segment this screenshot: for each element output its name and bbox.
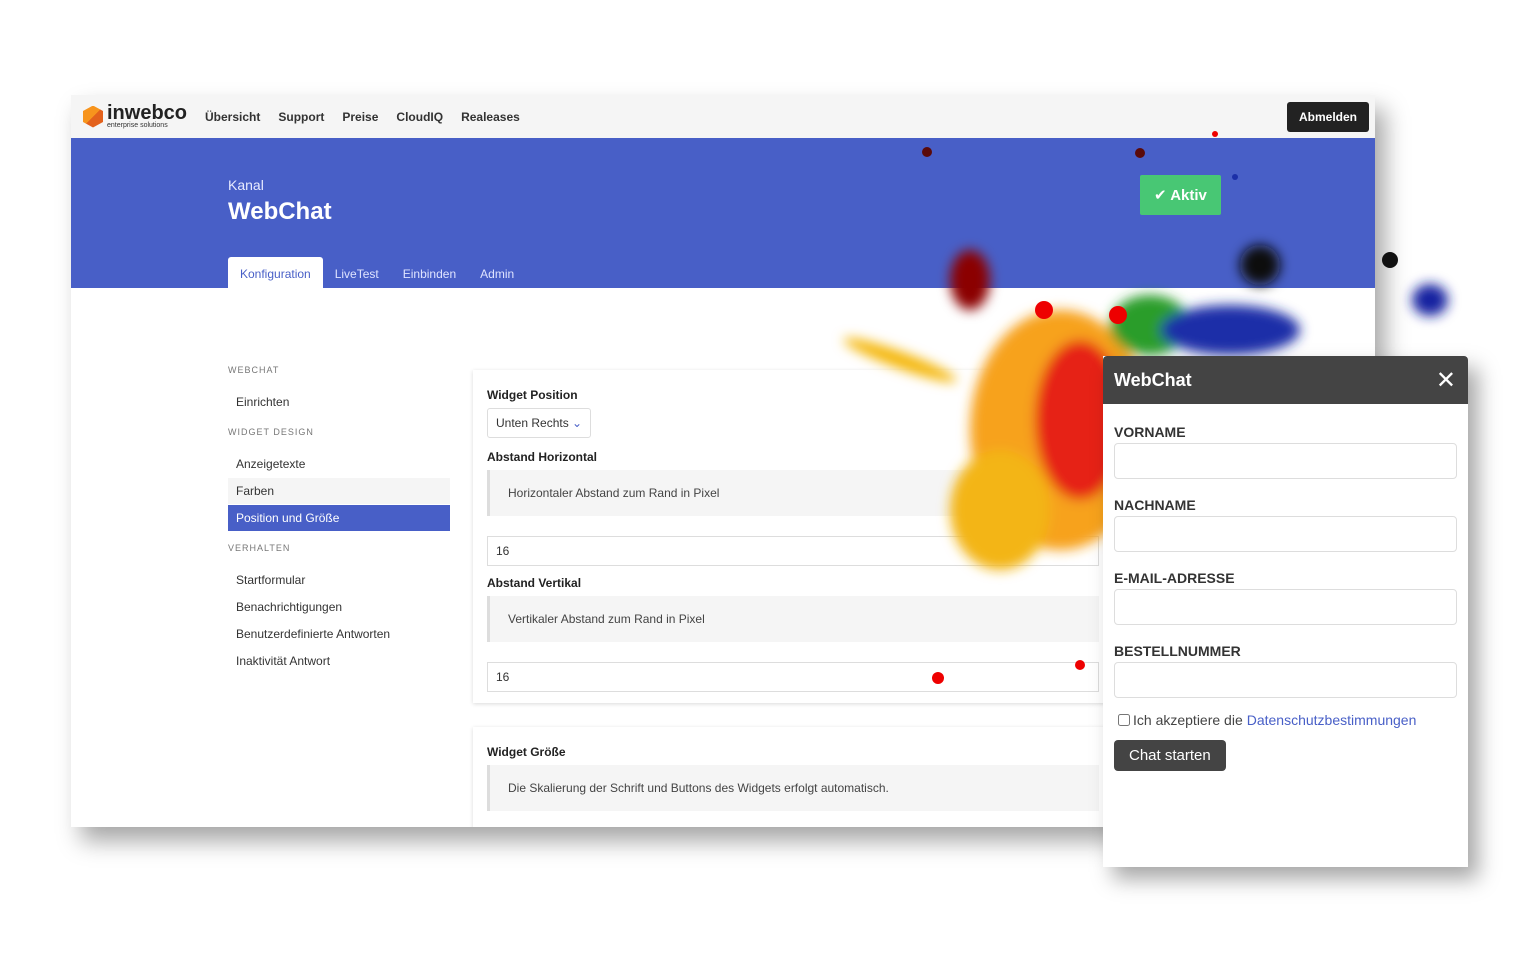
v-label: Abstand Vertikal xyxy=(487,576,582,590)
size-note: Die Skalierung der Schrift und Buttons d… xyxy=(487,765,1099,811)
sidebar-item-anzeigetexte[interactable]: Anzeigetexte xyxy=(236,457,306,471)
vorname-input[interactable] xyxy=(1114,443,1457,479)
logo-sub: enterprise solutions xyxy=(107,121,168,129)
tabs: Konfiguration LiveTest Einbinden Admin xyxy=(228,257,526,288)
sidebar-item-antworten[interactable]: Benutzerdefinierte Antworten xyxy=(236,627,391,641)
sidebar: WEBCHAT Einrichten WIDGET DESIGN Anzeige… xyxy=(228,365,450,675)
sidebar-heading: WIDGET DESIGN xyxy=(228,427,314,437)
select-value: Unten Rechts xyxy=(496,416,569,430)
tab-admin[interactable]: Admin xyxy=(480,267,515,281)
logout-button[interactable]: Abmelden xyxy=(1286,102,1369,132)
nav-preise[interactable]: Preise xyxy=(342,109,379,124)
logo[interactable]: inwebco enterprise solutions xyxy=(83,101,188,130)
chat-header: WebChat ✕ xyxy=(1103,356,1468,404)
tab-livetest[interactable]: LiveTest xyxy=(334,267,379,281)
sidebar-item-position[interactable]: Position und Größe xyxy=(228,505,450,531)
privacy-link[interactable]: Datenschutzbestimmungen xyxy=(1246,712,1417,728)
header-band: Kanal WebChat ✔ Aktiv Konfiguration Live… xyxy=(71,138,1375,288)
position-select[interactable]: Unten Rechts ⌄ xyxy=(487,408,592,438)
h-note: Horizontaler Abstand zum Rand in Pixel xyxy=(487,470,1099,516)
card-title: Widget Position xyxy=(487,388,578,402)
status-badge[interactable]: ✔ Aktiv xyxy=(1140,175,1221,215)
vorname-label: VORNAME xyxy=(1114,424,1186,440)
nachname-label: NACHNAME xyxy=(1114,497,1196,513)
nav-cloudiq[interactable]: CloudIQ xyxy=(396,109,444,124)
nav-uebersicht[interactable]: Übersicht xyxy=(205,109,261,124)
chat-title: WebChat xyxy=(1114,369,1192,390)
position-card: Widget Position Unten Rechts ⌄ Abstand H… xyxy=(473,370,1113,703)
sidebar-item-startformular[interactable]: Startformular xyxy=(236,573,306,587)
bestellnummer-label: BESTELLNUMMER xyxy=(1114,643,1241,659)
v-note: Vertikaler Abstand zum Rand in Pixel xyxy=(487,596,1099,642)
page-title: WebChat xyxy=(228,198,332,225)
top-nav: inwebco enterprise solutions Übersicht Su… xyxy=(71,95,1375,138)
nachname-input[interactable] xyxy=(1114,516,1457,552)
sidebar-heading: VERHALTEN xyxy=(228,543,291,553)
sidebar-item-benachrichtigungen[interactable]: Benachrichtigungen xyxy=(236,600,343,614)
sidebar-item-inaktivitaet[interactable]: Inaktivität Antwort xyxy=(236,654,331,668)
nav-releases[interactable]: Realeases xyxy=(461,109,520,124)
tab-einbinden[interactable]: Einbinden xyxy=(402,267,457,281)
breadcrumb: Kanal xyxy=(228,177,264,193)
email-label: E-MAIL-ADRESSE xyxy=(1114,570,1235,586)
sidebar-item-farben[interactable]: Farben xyxy=(228,478,450,504)
nav-support[interactable]: Support xyxy=(278,109,325,124)
close-icon[interactable]: ✕ xyxy=(1435,366,1456,394)
consent-text: Ich akzeptiere die xyxy=(1133,712,1243,728)
consent-checkbox[interactable] xyxy=(1118,714,1130,726)
h-label: Abstand Horizontal xyxy=(487,450,597,464)
status-text: Aktiv xyxy=(1170,187,1207,204)
chat-start-button[interactable]: Chat starten xyxy=(1114,740,1226,771)
size-card: Widget Größe Die Skalierung der Schrift … xyxy=(473,727,1113,827)
logo-text: inwebco xyxy=(107,101,188,124)
chevron-down-icon: ⌄ xyxy=(572,416,583,430)
card-title: Widget Größe xyxy=(487,745,566,759)
tab-konfiguration[interactable]: Konfiguration xyxy=(228,257,323,288)
bestellnummer-input[interactable] xyxy=(1114,662,1457,698)
sidebar-item-einrichten[interactable]: Einrichten xyxy=(236,395,290,409)
h-input[interactable]: 16 xyxy=(487,536,1099,566)
webchat-widget: WebChat ✕ VORNAME NACHNAME E-MAIL-ADRESSE… xyxy=(1103,356,1468,867)
check-circle-icon: ✔ xyxy=(1154,187,1171,204)
cube-icon xyxy=(83,105,103,128)
email-input[interactable] xyxy=(1114,589,1457,625)
sidebar-heading: WEBCHAT xyxy=(228,365,280,375)
v-input[interactable]: 16 xyxy=(487,662,1099,692)
